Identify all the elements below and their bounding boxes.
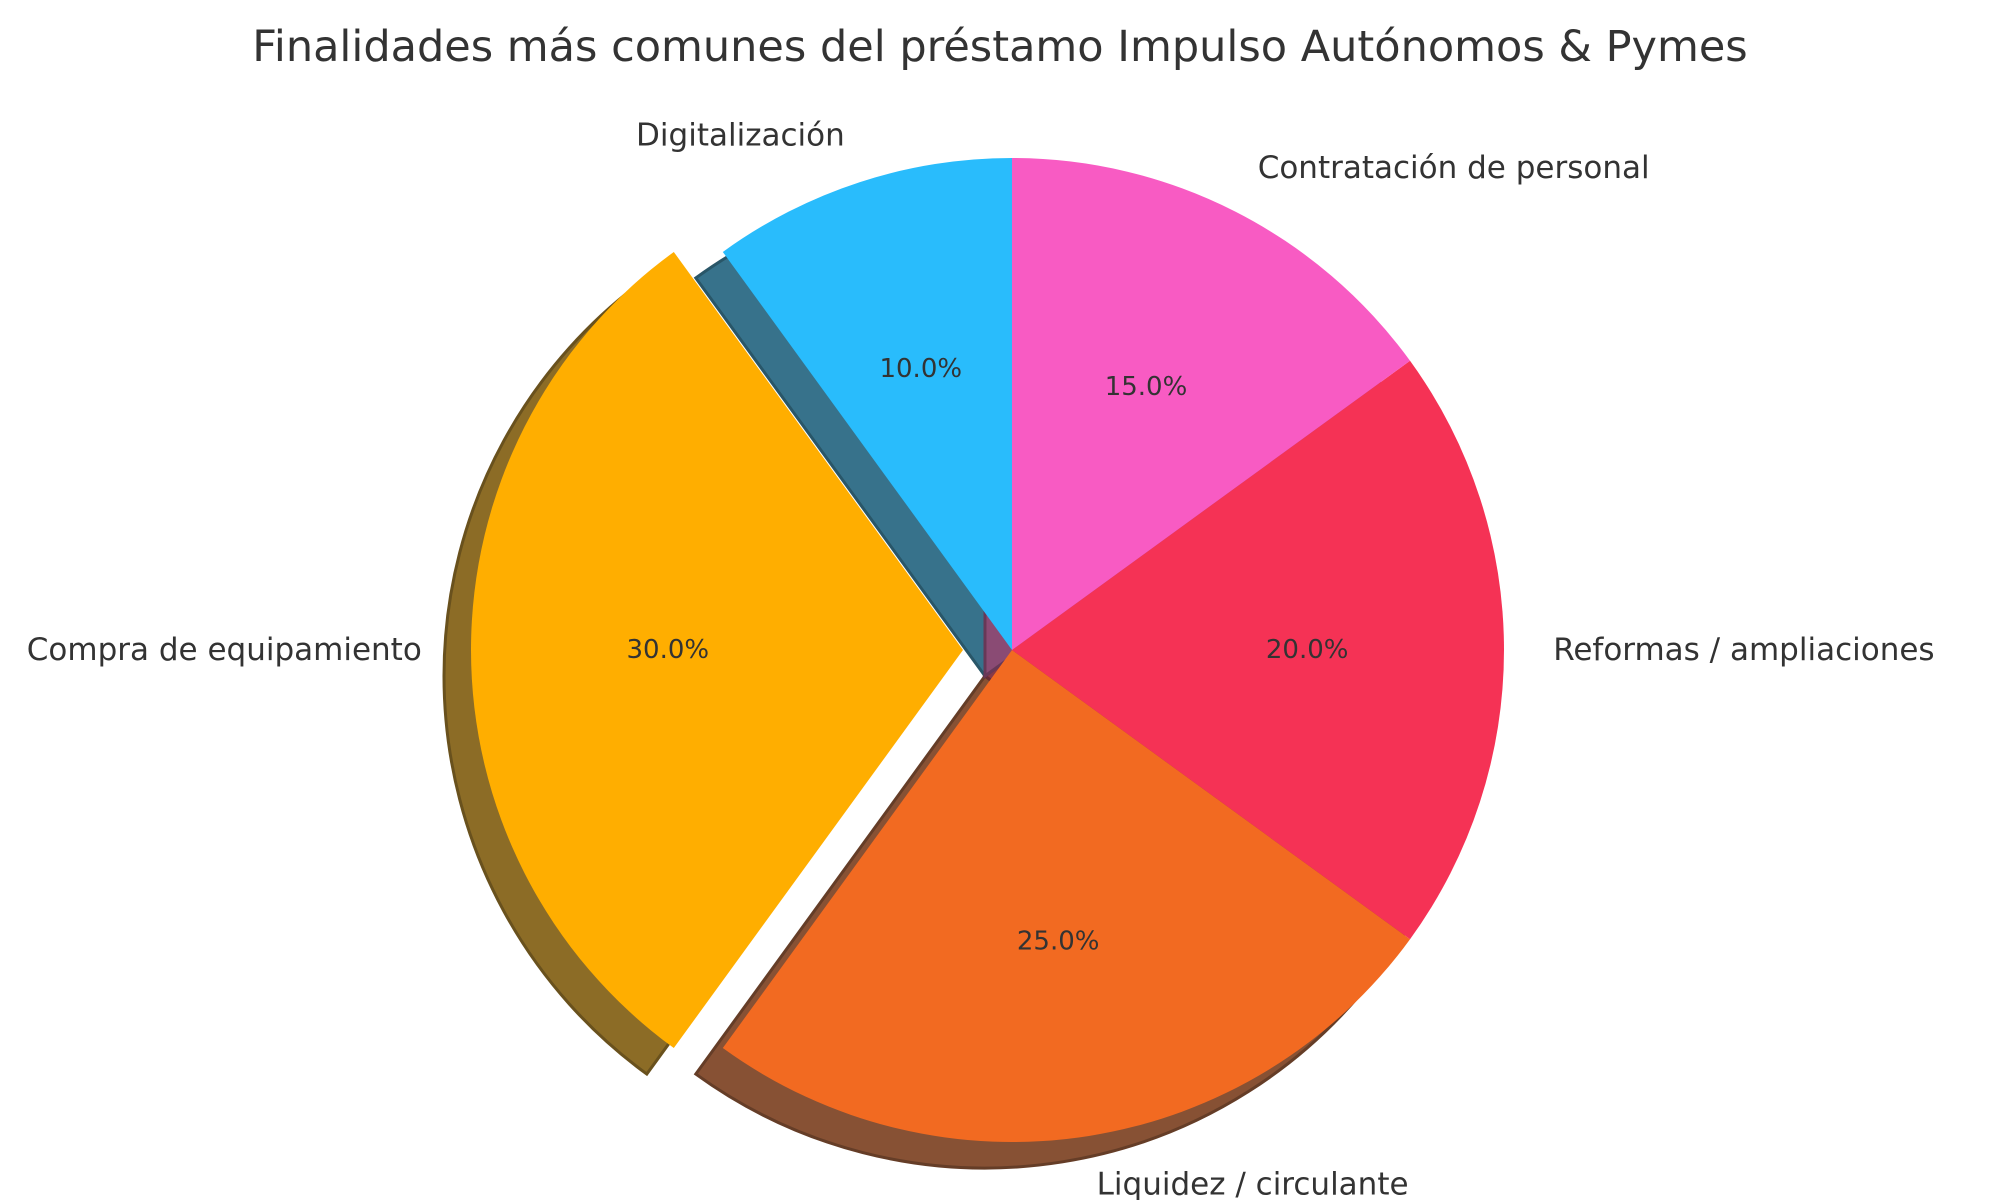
slice-liquidez-circulante: [722, 650, 1411, 1142]
slice-digitalizacion: [722, 158, 1012, 650]
slice-contratacion-de-personal: [1012, 158, 1411, 650]
category-label-compra-de-equipamiento: Compra de equipamiento: [27, 632, 422, 668]
category-label-digitalizacion: Digitalización: [636, 117, 845, 153]
category-label-reformas-ampliaciones: Reformas / ampliaciones: [1553, 632, 1934, 668]
pct-label-digitalizacion: 10.0%: [879, 354, 962, 384]
slice-reformas-ampliaciones: [1012, 360, 1505, 940]
chart-title: Finalidades más comunes del préstamo Imp…: [252, 22, 1748, 72]
pct-label-liquidez-circulante: 25.0%: [1017, 927, 1100, 957]
slice-layer: [471, 158, 1505, 1142]
slice-compra-de-equipamiento: [471, 251, 963, 1049]
label-layer: 10.0% Digitalización 30.0% Compra de equipa…: [27, 117, 1935, 1200]
category-label-liquidez-circulante: Liquidez / circulante: [1097, 1167, 1409, 1200]
category-label-contratacion-de-personal: Contratación de personal: [1258, 150, 1650, 186]
pct-label-compra-de-equipamiento: 30.0%: [626, 635, 709, 665]
pct-label-reformas-ampliaciones: 20.0%: [1266, 635, 1349, 665]
pct-label-contratacion-de-personal: 15.0%: [1105, 372, 1188, 402]
